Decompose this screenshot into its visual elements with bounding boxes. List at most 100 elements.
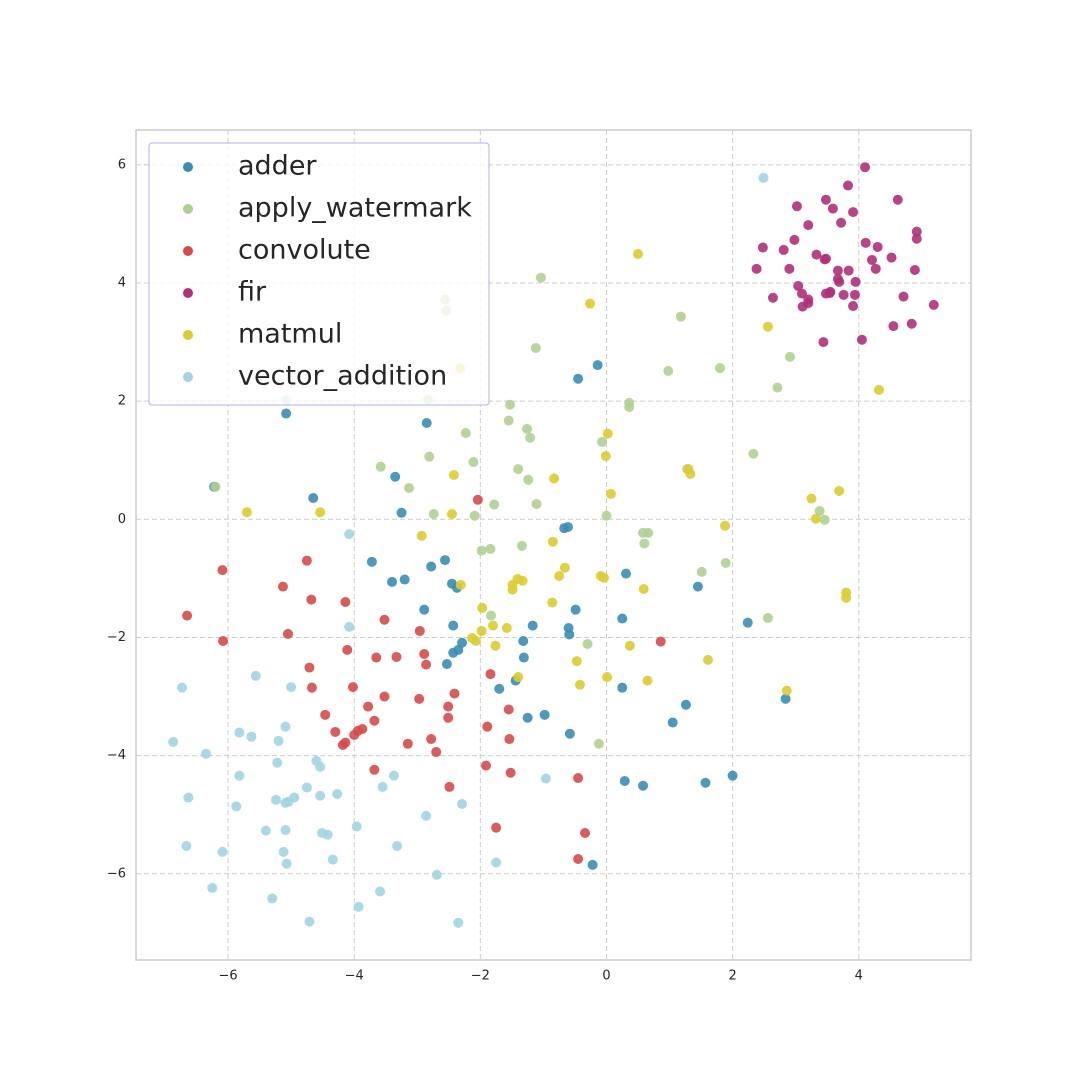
point: [315, 761, 326, 772]
point: [638, 780, 649, 791]
point: [602, 672, 613, 683]
point: [535, 272, 546, 283]
point: [824, 288, 835, 299]
point: [522, 423, 533, 434]
point: [182, 610, 193, 621]
point: [419, 604, 430, 615]
point: [443, 712, 454, 723]
point: [424, 451, 435, 462]
point: [315, 507, 326, 518]
point: [593, 738, 604, 749]
point: [491, 857, 502, 868]
point: [421, 418, 432, 429]
point: [525, 432, 536, 443]
point: [177, 682, 188, 693]
point: [375, 886, 386, 897]
point: [549, 473, 560, 484]
point: [617, 613, 628, 624]
point: [455, 579, 466, 590]
legend-marker: [183, 330, 193, 340]
legend-marker: [183, 288, 193, 298]
point: [784, 351, 795, 362]
point: [518, 635, 529, 646]
point: [371, 652, 382, 663]
point: [564, 629, 575, 640]
point: [523, 474, 534, 485]
x-tick-label: −4: [345, 969, 364, 984]
point: [431, 747, 442, 758]
point: [655, 636, 666, 647]
point: [751, 263, 762, 274]
legend-label: vector_addition: [238, 361, 447, 392]
point: [207, 882, 218, 893]
point: [421, 659, 432, 670]
point: [841, 592, 852, 603]
point: [469, 510, 480, 521]
point: [470, 635, 481, 646]
point: [624, 402, 635, 413]
point: [183, 792, 194, 803]
point: [911, 226, 922, 237]
point: [571, 656, 582, 667]
point: [639, 538, 650, 549]
point: [762, 612, 773, 623]
y-tick-label: −6: [107, 866, 126, 881]
point: [419, 648, 430, 659]
point: [850, 276, 861, 287]
point: [531, 498, 542, 509]
point: [306, 682, 317, 693]
point: [621, 568, 632, 579]
point: [582, 638, 593, 649]
point: [619, 776, 630, 787]
point: [680, 699, 691, 710]
point: [849, 289, 860, 300]
point: [642, 675, 653, 686]
point: [757, 242, 768, 253]
point: [898, 291, 909, 302]
point: [727, 770, 738, 781]
point: [482, 721, 493, 732]
point: [909, 265, 920, 276]
point: [843, 265, 854, 276]
point: [440, 555, 451, 566]
x-tick-label: −2: [471, 969, 490, 984]
point: [453, 917, 464, 928]
point: [273, 735, 284, 746]
point: [201, 748, 212, 759]
point: [663, 366, 674, 377]
point: [696, 566, 707, 577]
point: [322, 829, 333, 840]
point: [267, 893, 278, 904]
point: [426, 561, 437, 572]
point: [522, 712, 533, 723]
point: [301, 555, 312, 566]
point: [404, 482, 415, 493]
point: [819, 254, 830, 265]
point: [210, 481, 221, 492]
point: [573, 373, 584, 384]
point: [363, 701, 374, 712]
x-tick-label: 0: [602, 969, 610, 984]
point: [286, 682, 297, 693]
point: [791, 201, 802, 212]
point: [396, 507, 407, 518]
point: [501, 623, 512, 633]
point: [327, 854, 338, 865]
point: [468, 457, 479, 467]
point: [282, 628, 293, 639]
point: [304, 662, 315, 673]
point: [449, 688, 460, 699]
point: [443, 701, 454, 712]
point: [503, 415, 514, 426]
y-tick-label: 6: [118, 157, 126, 172]
point: [597, 436, 608, 447]
point: [818, 337, 829, 348]
point: [490, 640, 501, 651]
legend-label: adder: [238, 151, 317, 182]
point: [448, 647, 459, 658]
point: [834, 276, 845, 287]
point: [527, 620, 538, 631]
point: [353, 901, 364, 912]
point: [605, 488, 616, 499]
